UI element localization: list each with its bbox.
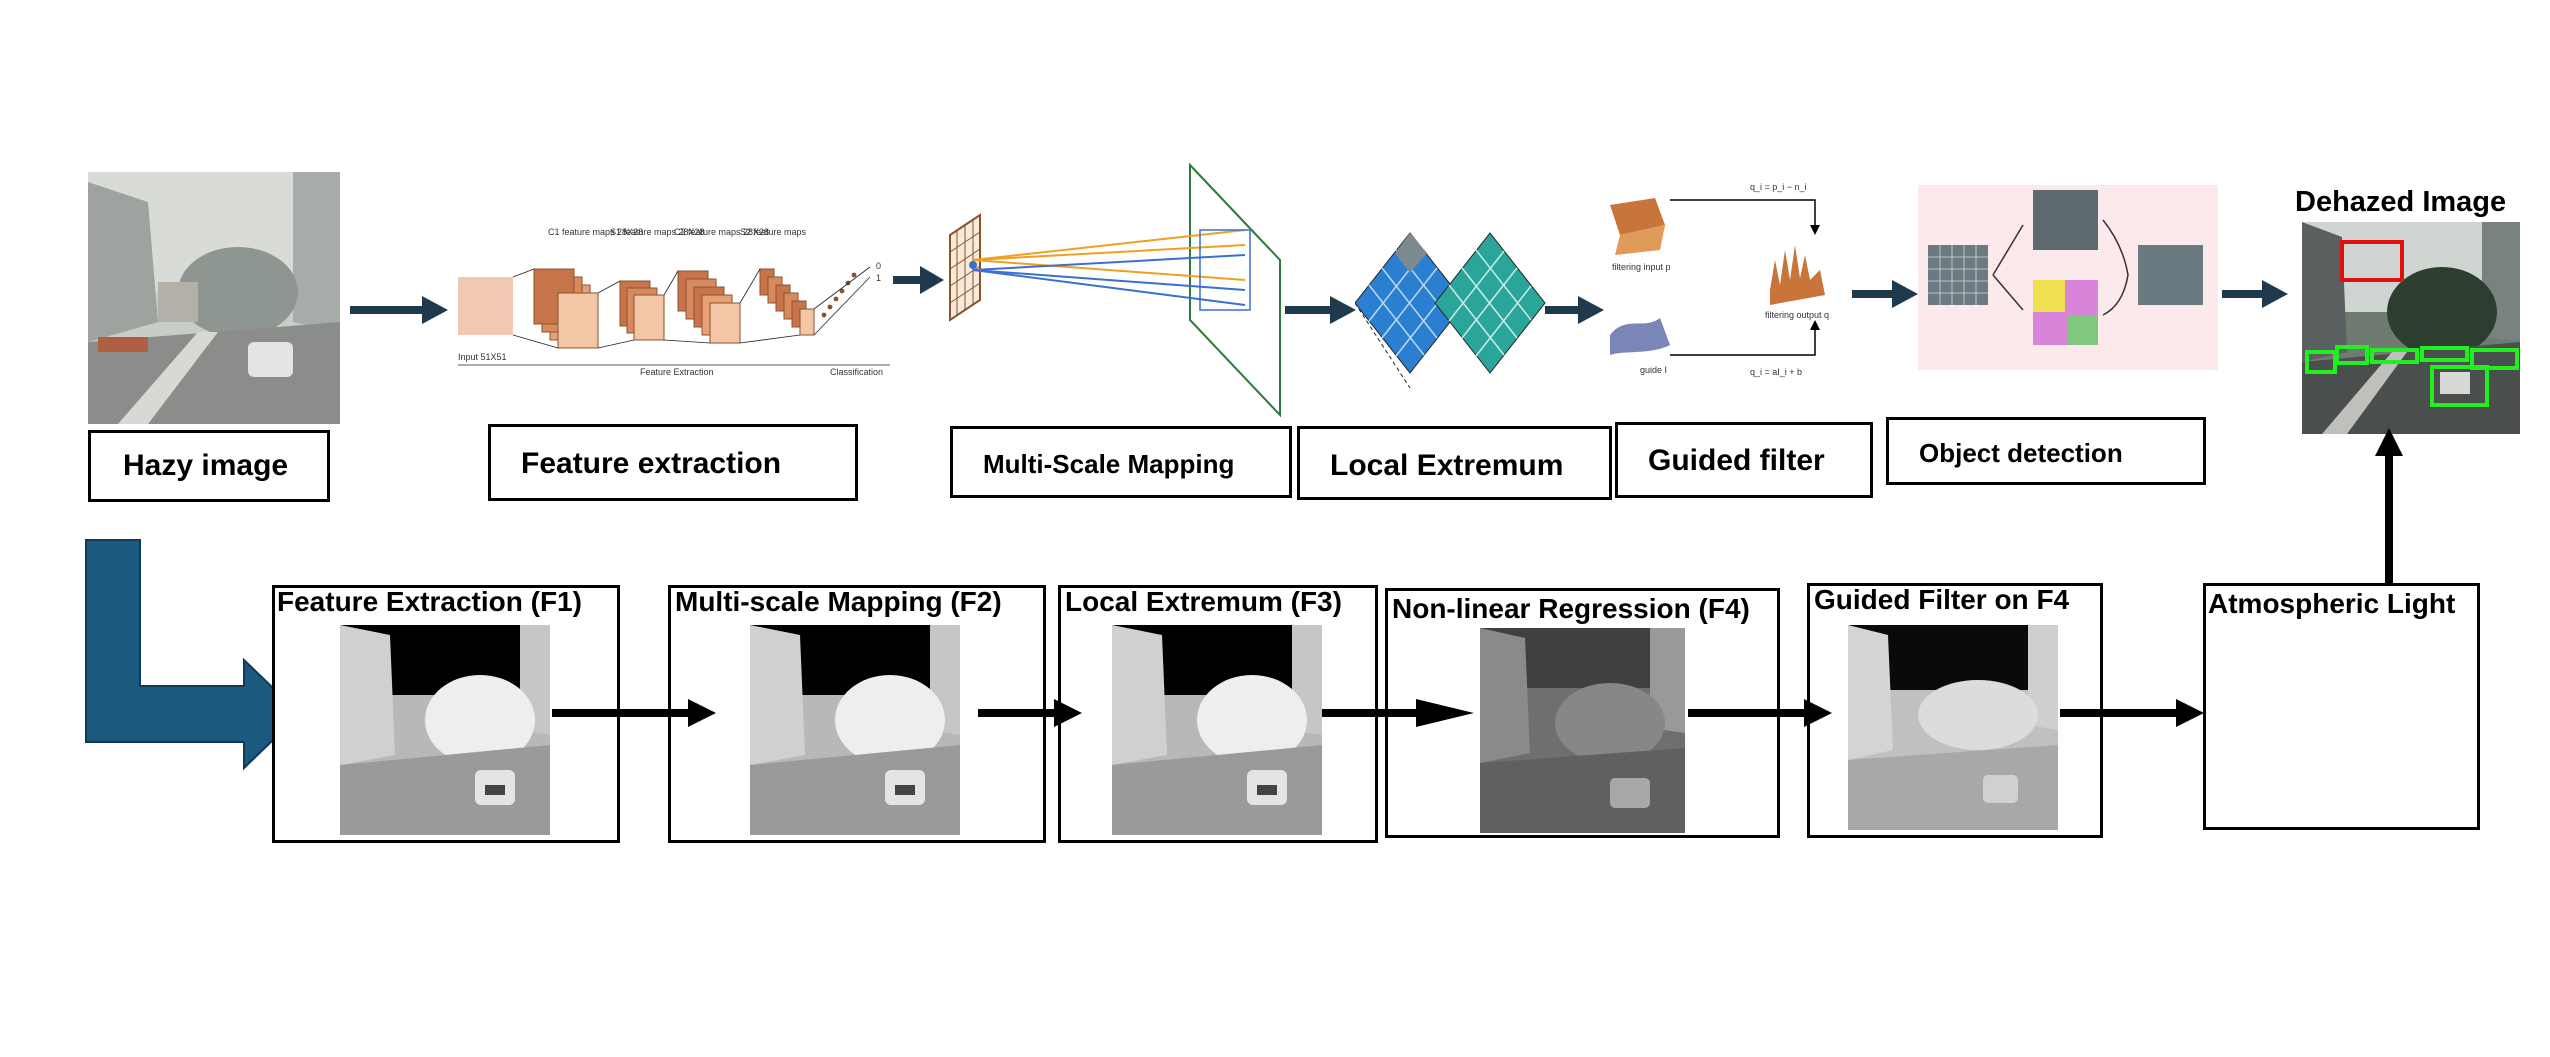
hazy-image-label-box: Hazy image: [88, 430, 330, 502]
gf-title: Guided Filter on F4: [1814, 584, 2070, 615]
feature-extraction-label: Feature extraction: [521, 447, 782, 480]
hazy-image-label: Hazy image: [123, 449, 289, 482]
f3-title: Local Extremum (F3): [1065, 586, 1342, 617]
arrow-head-2: [920, 266, 944, 294]
dehazed-image-title: Dehazed Image: [2295, 186, 2507, 218]
dehazed-image: [2302, 222, 2520, 434]
arrow-head-6: [2262, 280, 2288, 308]
s1-feature-maps: [619, 280, 665, 341]
guided-eq-bottom: q_i = aI_i + b: [1750, 367, 1802, 377]
c2-feature-maps: [677, 270, 741, 344]
cnn-c1-label: C1 feature maps 28X28: [548, 227, 643, 237]
cnn-output-1: 1: [876, 273, 881, 283]
atmospheric-to-dehazed-arrow-shaft: [2385, 452, 2393, 584]
cnn-s2-label: S2 feature maps: [740, 227, 807, 237]
cnn-c2-label: C2 feature maps 28X28: [674, 227, 769, 237]
f1-feature-map: [340, 625, 550, 835]
feature-extraction-label-box: Feature extraction: [488, 424, 858, 501]
guided-filtering-output-label: filtering output q: [1765, 310, 1829, 320]
f4-feature-map: [1480, 628, 1685, 833]
local-extremum-figure: [1355, 218, 1550, 388]
object-detection-figure: [1918, 185, 2218, 370]
atmospheric-light-box: Atmospheric Light: [2203, 583, 2480, 830]
multi-scale-mapping-figure: [945, 160, 1285, 420]
local-extremum-label: Local Extremum: [1330, 449, 1564, 482]
guided-eq-top: q_i = p_i − n_i: [1750, 182, 1807, 192]
arrow-head-1: [422, 296, 448, 324]
object-detection-label: Object detection: [1919, 438, 2123, 468]
guided-filtering-input-label: filtering input p: [1612, 262, 1671, 272]
guided-filter-label-box: Guided filter: [1615, 422, 1873, 498]
multi-scale-mapping-label-box: Multi-Scale Mapping: [950, 426, 1292, 498]
object-detection-label-box: Object detection: [1886, 417, 2206, 485]
f2-feature-map: [750, 625, 960, 835]
local-extremum-label-box: Local Extremum: [1297, 426, 1612, 500]
f1-title: Feature Extraction (F1): [277, 586, 582, 617]
guided-guide-label: guide I: [1640, 365, 1667, 375]
f4-title: Non-linear Regression (F4): [1392, 593, 1750, 624]
atmospheric-light-title: Atmospheric Light: [2208, 588, 2456, 619]
cnn-classification-label: Classification: [830, 367, 883, 377]
f3-feature-map: [1112, 625, 1322, 835]
multi-scale-mapping-label: Multi-Scale Mapping: [983, 449, 1235, 479]
c1-feature-maps: [533, 268, 599, 349]
arrow-head-3: [1330, 296, 1356, 324]
cnn-input-label: Input 51X51: [458, 352, 507, 362]
cnn-feature-extraction-label: Feature Extraction: [640, 367, 714, 377]
guided-filter-figure: filtering input p guide I filtering outp…: [1600, 180, 1850, 385]
arrow-head-5: [1892, 280, 1918, 308]
hazy-image: [88, 172, 340, 424]
s2-feature-maps: [759, 268, 815, 336]
guided-filter-label: Guided filter: [1648, 444, 1825, 477]
cnn-s1-label: S1 feature maps 28X28: [610, 227, 705, 237]
gf-map: [1848, 625, 2058, 830]
cnn-architecture-figure: C1 feature maps 28X28 S1 feature maps 28…: [450, 225, 895, 385]
f2-title: Multi-scale Mapping (F2): [675, 586, 1002, 617]
cnn-output-0: 0: [876, 261, 881, 271]
